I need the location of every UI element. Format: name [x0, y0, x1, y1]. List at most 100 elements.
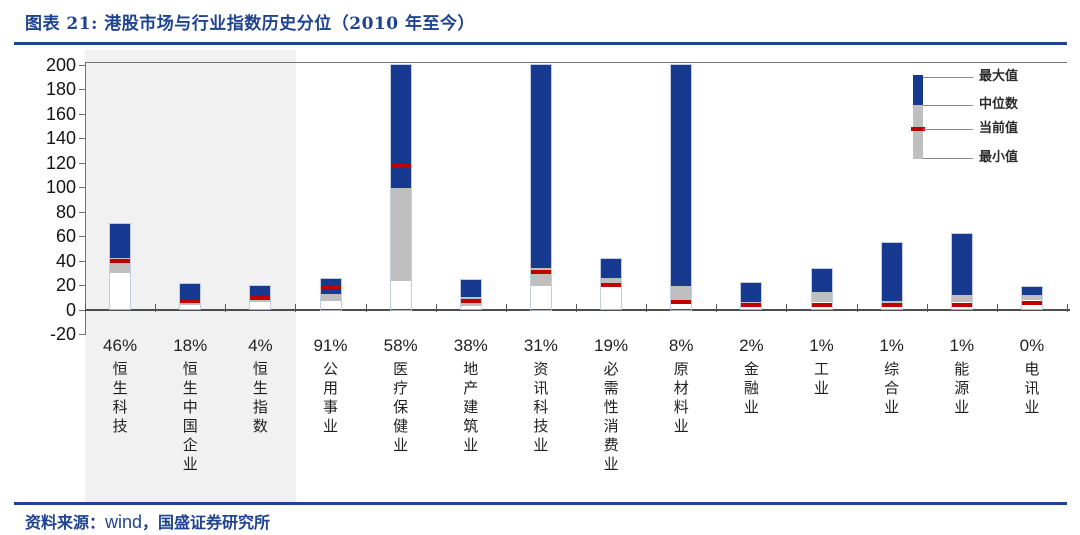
y-tick-mark [79, 260, 85, 262]
y-tick-label: 200 [45, 55, 76, 75]
current-percentile-label: 2% [739, 336, 764, 355]
x-axis-baseline [85, 309, 1070, 311]
current-percentile-label: 19% [594, 336, 629, 355]
legend-median-segment [913, 105, 923, 159]
current-percentile-label: 4% [248, 336, 273, 355]
range-bar [601, 259, 622, 310]
bar-min-offset-segment [180, 304, 201, 310]
source-label: 资料来源： [25, 513, 106, 532]
bar-min-offset-segment [671, 300, 692, 310]
current-percentile-label: 1% [809, 336, 834, 355]
y-axis-line [85, 62, 86, 335]
plot-top-border [85, 62, 1067, 63]
bar-current-value-tick [460, 298, 481, 303]
x-tick-mark [85, 304, 86, 312]
category-label: 综合业 [857, 361, 927, 422]
range-bar [1021, 287, 1042, 310]
category-label: 公用事业 [295, 361, 365, 441]
bar-max-segment [530, 65, 551, 268]
bar-current-value-tick [811, 302, 832, 307]
x-tick-mark [646, 304, 648, 312]
range-bar [110, 223, 131, 310]
range-bar [741, 282, 762, 310]
x-tick-mark [295, 304, 297, 312]
category-label: 金融业 [716, 361, 786, 422]
current-percentile-label: 1% [879, 336, 904, 355]
category-label-text: 公用事业 [320, 361, 339, 437]
y-tick-label: 80 [55, 201, 76, 222]
bar-current-value-tick [601, 283, 622, 288]
category-label: 原材料业 [646, 361, 716, 441]
source-note: 资料来源：wind，国盛证券研究所 [25, 509, 270, 533]
y-tick-label: 140 [45, 128, 76, 149]
bar-median-segment [390, 188, 411, 282]
bar-median-segment [601, 277, 622, 288]
category-label: 电讯业 [997, 361, 1067, 422]
legend-leader-line [923, 158, 973, 159]
y-tick-label: 120 [45, 152, 76, 173]
bar-max-segment [881, 243, 902, 301]
bar-max-segment [250, 286, 271, 298]
bar-min-offset-segment [530, 286, 551, 310]
bar-median-segment [1021, 294, 1042, 300]
range-bar [951, 233, 972, 310]
range-bar [530, 65, 551, 310]
bar-min-offset-segment [601, 287, 622, 310]
legend-max-segment [913, 75, 923, 105]
x-tick-mark [365, 304, 367, 312]
bar-max-segment [460, 280, 481, 298]
x-tick-mark [926, 304, 928, 312]
current-percentile-label: 1% [949, 336, 975, 355]
title-divider-line [14, 42, 1067, 45]
category-label: 地产建筑业 [436, 361, 506, 460]
bar-median-segment [320, 293, 341, 301]
category-label-text: 资讯科技业 [531, 361, 550, 456]
y-tick-mark [79, 187, 85, 189]
category-label-text: 必需性消费业 [601, 361, 620, 475]
category-label-text: 工业 [811, 361, 830, 399]
current-percentile-label: 0% [1019, 336, 1045, 355]
y-tick-label: 160 [45, 103, 76, 124]
legend-current-tick [911, 127, 925, 131]
bar-current-value-tick [881, 302, 902, 307]
current-percentile-label: 46% [103, 336, 138, 355]
category-label-text: 能源业 [952, 361, 971, 418]
current-percentile-label: 38% [453, 336, 488, 355]
current-percentile-label: 91% [313, 336, 348, 355]
category-label-text: 地产建筑业 [461, 361, 480, 456]
legend-item-label: 当前值 [979, 121, 1019, 136]
bar-current-value-tick [530, 269, 551, 274]
y-tick-mark [79, 162, 85, 164]
y-tick-mark [79, 89, 85, 91]
bar-min-offset-segment [460, 305, 481, 310]
x-tick-mark [225, 304, 227, 312]
category-label: 能源业 [927, 361, 997, 422]
x-tick-mark [716, 304, 718, 312]
bar-max-segment [110, 223, 131, 259]
bar-median-segment [671, 286, 692, 301]
bar-current-value-tick [250, 296, 271, 301]
category-label-text: 医疗保健业 [391, 361, 410, 456]
bar-min-offset-segment [250, 302, 271, 310]
y-tick-label: 100 [45, 177, 76, 198]
category-label-text: 恒生中国企业 [180, 361, 199, 475]
range-bar [250, 286, 271, 310]
category-label: 必需性消费业 [576, 361, 646, 479]
category-label-text: 电讯业 [1022, 361, 1041, 418]
legend-leader-line [923, 129, 973, 130]
y-tick-label: 40 [55, 250, 76, 271]
x-tick-mark [435, 304, 437, 312]
legend-item-label: 最小值 [979, 150, 1019, 165]
legend-leader-line [923, 105, 973, 106]
x-tick-mark [996, 304, 998, 312]
y-tick-mark [79, 65, 85, 66]
chart-title: 图表 21: 港股市场与行业指数历史分位（2010 年至今） [25, 14, 476, 34]
bar-max-segment [811, 269, 832, 293]
range-bar [881, 243, 902, 310]
y-tick-mark [79, 309, 85, 311]
category-label-text: 恒生科技 [110, 361, 129, 437]
current-percentile-label: 58% [383, 336, 418, 355]
category-label-text: 金融业 [741, 361, 760, 418]
category-label: 医疗保健业 [366, 361, 436, 460]
x-tick-mark [856, 304, 858, 312]
